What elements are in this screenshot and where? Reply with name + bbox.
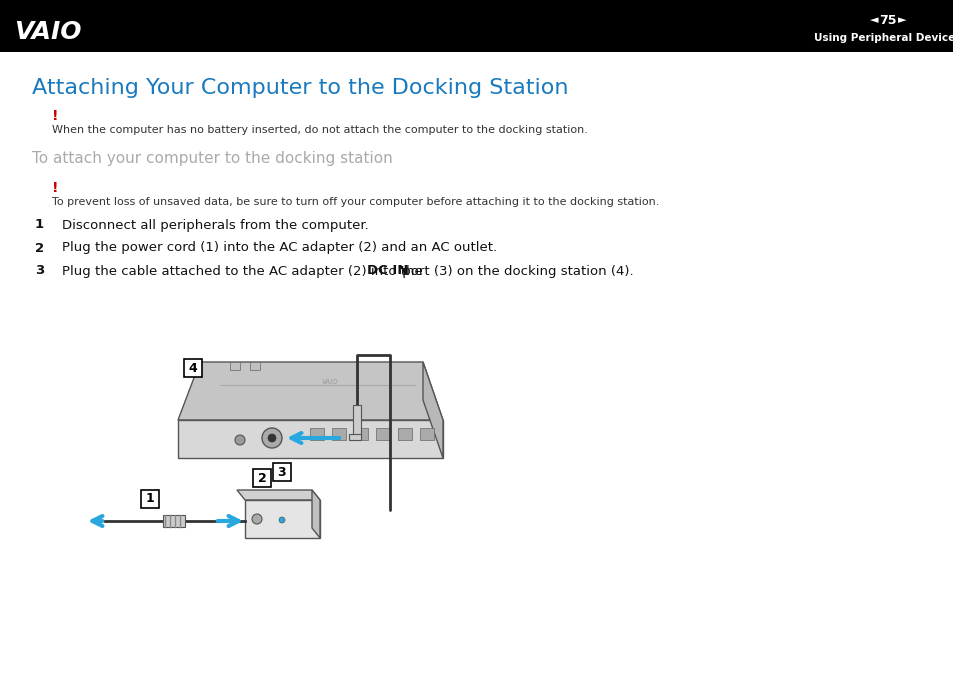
Text: 3: 3 <box>35 264 44 278</box>
Text: ◄: ◄ <box>868 15 877 25</box>
Text: DC IN: DC IN <box>367 264 408 278</box>
Bar <box>163 515 185 527</box>
Bar <box>250 362 260 370</box>
Bar <box>273 463 291 481</box>
Text: 1: 1 <box>146 493 154 506</box>
Text: Plug the power cord (1) into the AC adapter (2) and an AC outlet.: Plug the power cord (1) into the AC adap… <box>62 241 497 255</box>
Text: VAIO: VAIO <box>321 379 338 385</box>
Text: VAIO: VAIO <box>14 20 81 44</box>
Text: Attaching Your Computer to the Docking Station: Attaching Your Computer to the Docking S… <box>32 78 568 98</box>
Bar <box>353 405 360 438</box>
Bar <box>253 469 271 487</box>
Text: 75: 75 <box>879 13 896 26</box>
Text: Using Peripheral Devices: Using Peripheral Devices <box>814 33 953 43</box>
Bar <box>310 428 324 440</box>
Text: To attach your computer to the docking station: To attach your computer to the docking s… <box>32 150 393 166</box>
Text: 2: 2 <box>35 241 44 255</box>
Circle shape <box>234 435 245 445</box>
Bar <box>332 428 346 440</box>
Text: When the computer has no battery inserted, do not attach the computer to the doc: When the computer has no battery inserte… <box>52 125 587 135</box>
Text: port (3) on the docking station (4).: port (3) on the docking station (4). <box>397 264 633 278</box>
Bar <box>419 428 434 440</box>
Text: 2: 2 <box>257 472 266 485</box>
Bar <box>230 362 240 370</box>
Text: Plug the cable attached to the AC adapter (2) into the: Plug the cable attached to the AC adapte… <box>62 264 427 278</box>
Circle shape <box>252 514 262 524</box>
Bar <box>375 428 390 440</box>
Polygon shape <box>178 362 442 420</box>
Bar <box>184 359 202 377</box>
Polygon shape <box>236 490 319 500</box>
Polygon shape <box>245 500 319 538</box>
Text: Disconnect all peripherals from the computer.: Disconnect all peripherals from the comp… <box>62 218 369 231</box>
Text: 1: 1 <box>35 218 44 231</box>
Text: ►: ► <box>897 15 905 25</box>
Polygon shape <box>422 362 442 458</box>
Circle shape <box>262 428 282 448</box>
Text: To prevent loss of unsaved data, be sure to turn off your computer before attach: To prevent loss of unsaved data, be sure… <box>52 197 659 207</box>
Bar <box>141 490 159 508</box>
Circle shape <box>268 434 275 442</box>
Bar <box>397 428 412 440</box>
Text: !: ! <box>52 181 58 195</box>
Text: 3: 3 <box>277 466 286 479</box>
Bar <box>354 428 368 440</box>
Polygon shape <box>178 420 442 458</box>
Text: 4: 4 <box>189 361 197 375</box>
Text: !: ! <box>52 109 58 123</box>
Polygon shape <box>312 490 319 538</box>
Circle shape <box>278 517 285 523</box>
Bar <box>0 0 953 52</box>
Bar <box>349 434 360 440</box>
